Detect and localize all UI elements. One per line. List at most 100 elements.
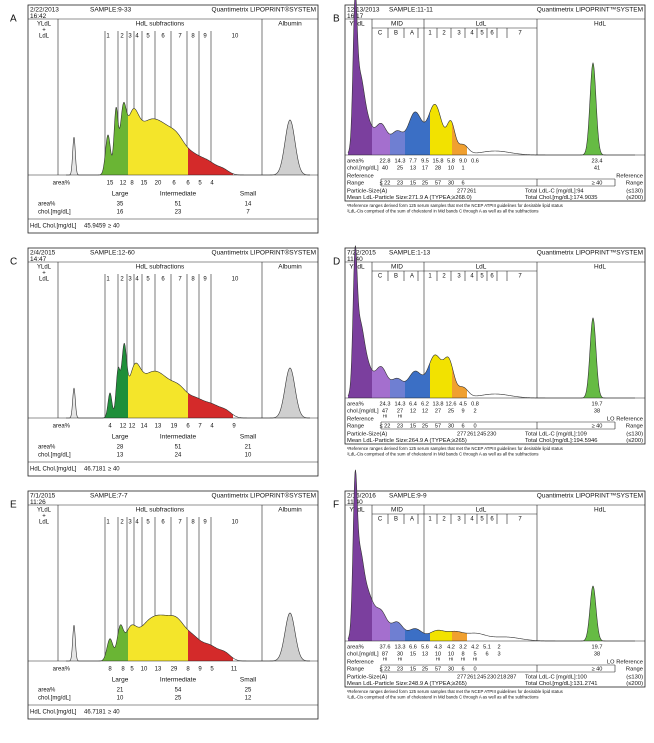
- hdl-chol-target: ≥ 40: [108, 467, 120, 473]
- density-curve: [347, 469, 635, 642]
- footnote: ²LdL-Cis comprised of the sum of cholest…: [347, 209, 539, 214]
- system: Quantimetrix LIPOPRINT®SYSTEM: [212, 6, 316, 14]
- band-label: LdL: [39, 34, 50, 40]
- area-value: 4: [108, 424, 112, 430]
- band-label: 2: [442, 274, 446, 280]
- group-label: Large: [112, 677, 129, 684]
- band-number: 10: [232, 520, 239, 526]
- chol-value: 13: [410, 165, 416, 171]
- row-label: area%: [38, 202, 56, 208]
- band-number: 7: [178, 34, 182, 40]
- band-label: A: [410, 31, 414, 37]
- area-value: 8: [121, 667, 125, 673]
- density-fill: [100, 624, 128, 661]
- chol-value: 27: [397, 408, 403, 414]
- hdl-chol: 46.7181: [84, 710, 106, 716]
- chol-value: 15: [410, 651, 416, 657]
- sample: SAMPLE:11-11: [389, 7, 433, 14]
- system: Quantimetrix LIPOPRINT™SYSTEM: [537, 250, 643, 257]
- band-label: B: [394, 274, 398, 280]
- area-value: 9.0: [459, 158, 467, 164]
- band-label: 6: [490, 31, 494, 37]
- flag: HI: [449, 656, 454, 662]
- area-value: 7.7: [409, 158, 417, 164]
- footnote: ¹Reference ranges derived form 125 serum…: [347, 203, 563, 208]
- area-value: 7: [198, 424, 202, 430]
- group-area: 51: [175, 445, 182, 451]
- density-fill: [100, 343, 128, 418]
- density-fill: [348, 0, 372, 155]
- density-fill: [580, 63, 607, 155]
- row-label: area%: [347, 159, 364, 165]
- chol-value: 47: [382, 408, 388, 414]
- band-label: 4: [470, 517, 474, 523]
- footnote: ¹Reference ranges derived form 125 serum…: [347, 446, 563, 451]
- density-curve: [347, 0, 635, 156]
- density-fill: [372, 366, 390, 398]
- row-label: Particle-Size(A): [347, 432, 387, 438]
- band-label: 1: [428, 517, 432, 523]
- density-fill: [188, 393, 233, 418]
- sample: SAMPLE:1-13: [389, 250, 431, 257]
- band-label: MID: [391, 21, 403, 28]
- group-label: Large: [112, 191, 129, 198]
- group-area: 21: [117, 688, 124, 694]
- row-label: area%: [53, 424, 71, 430]
- range-value: ≥ 40: [592, 423, 603, 429]
- band-label: 7: [518, 31, 522, 37]
- particle-size: 287: [507, 674, 516, 680]
- band-label: HdL subfractions: [136, 21, 185, 28]
- band-number: 5: [146, 520, 150, 526]
- particle-size: 261: [467, 674, 476, 680]
- area-value: 5.1: [483, 644, 491, 650]
- hdl-chol: 45.9459: [84, 224, 106, 230]
- range-value: 15: [410, 180, 416, 186]
- chol-value: 12: [422, 408, 428, 414]
- hdl-chol-target: ≥ 40: [108, 224, 120, 230]
- area-value: 20: [155, 181, 162, 187]
- total-ldl-target: (≤130): [626, 675, 643, 681]
- chol-value: 12: [410, 408, 416, 414]
- area-value: 24.3: [380, 401, 391, 407]
- band-label: A: [410, 274, 414, 280]
- band-number: 1: [106, 34, 110, 40]
- band-label: 3: [457, 31, 461, 37]
- band-label: 2: [442, 517, 446, 523]
- band-label: HdL: [594, 264, 606, 271]
- row-label: area%: [53, 181, 71, 187]
- band-label: C: [378, 31, 383, 37]
- band-label: 6: [490, 517, 494, 523]
- range-value: 30: [448, 180, 454, 186]
- density-fill: [273, 120, 308, 175]
- flag: HI: [398, 413, 403, 419]
- band-label: LdL: [476, 21, 487, 28]
- band-number: 10: [232, 34, 239, 40]
- band-number: 3: [128, 520, 132, 526]
- row-label: Reference: [347, 174, 374, 180]
- panel-letter: A: [10, 14, 17, 25]
- panel-frame: [344, 247, 646, 445]
- area-value: 6: [186, 424, 190, 430]
- group-label: Large: [112, 434, 129, 441]
- chol-value: 38: [594, 651, 600, 657]
- range-value: 25: [422, 666, 428, 672]
- panel-letter: E: [10, 500, 17, 511]
- density-fill: [273, 368, 308, 418]
- time: 14:47: [30, 256, 47, 263]
- range-value: 57: [435, 666, 441, 672]
- chol-value: 17: [422, 165, 428, 171]
- row-label: area%: [38, 445, 56, 451]
- total-ldl: Total LdL-C [mg/dL]:100: [525, 675, 587, 681]
- area-value: 14.3: [395, 158, 406, 164]
- row-label: Range: [347, 667, 364, 673]
- band-number: 9: [203, 277, 207, 283]
- row-label: Reference: [347, 660, 374, 666]
- band-number: 8: [191, 277, 195, 283]
- area-value: 13: [155, 424, 162, 430]
- band-label: MID: [391, 507, 403, 514]
- density-fill: [452, 122, 467, 155]
- hdl-chol-label: HdL Chol.[mg/dL]: [30, 710, 77, 716]
- density-curve: [347, 245, 635, 399]
- chol-value: 38: [594, 408, 600, 414]
